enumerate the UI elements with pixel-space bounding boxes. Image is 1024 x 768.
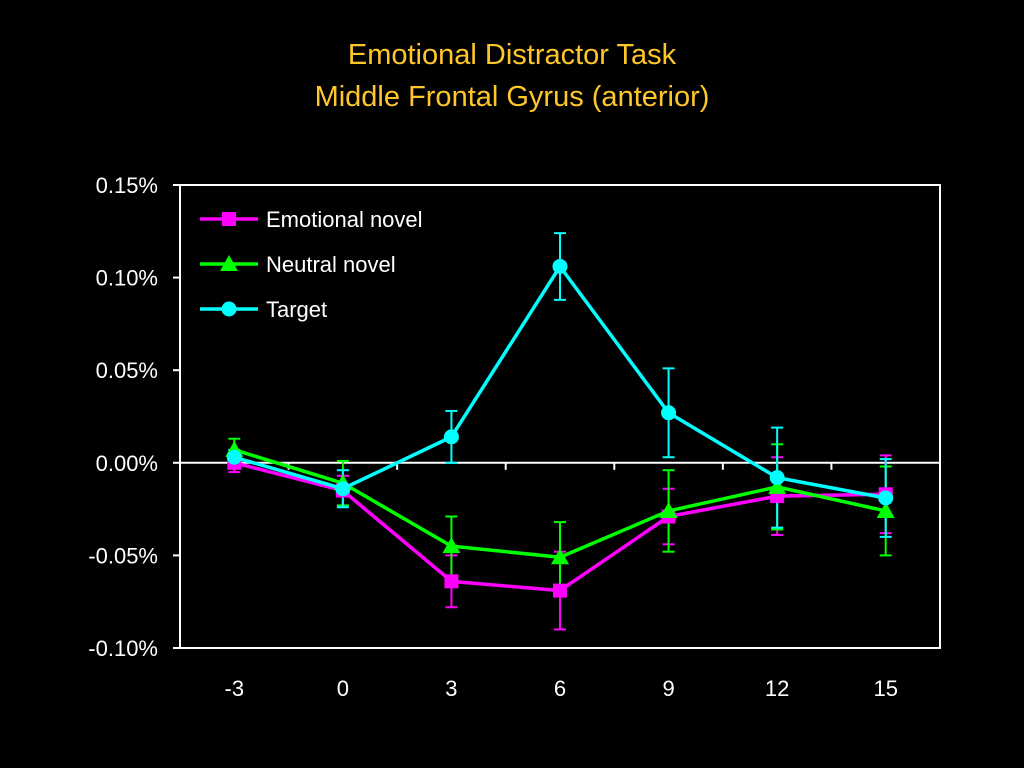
data-point-target [878, 490, 894, 506]
data-point-target [769, 470, 785, 486]
data-point-target [443, 429, 459, 445]
x-tick-label: 0 [337, 676, 349, 701]
data-point-target [552, 258, 568, 274]
data-point-neutral-novel [551, 548, 569, 565]
data-point-neutral-novel [442, 537, 461, 554]
y-tick-label: -0.05% [88, 543, 158, 568]
x-tick-label: 12 [765, 676, 789, 701]
legend-marker-target [221, 301, 237, 317]
data-point-neutral-novel [659, 501, 678, 518]
legend-label-neutral-novel: Neutral novel [266, 252, 396, 277]
data-point-emotional-novel [553, 583, 567, 598]
x-tick-label: -3 [225, 676, 245, 701]
axes: 0.15% 0.10% 0.05% 0.00% -0.05% -0.10% -3 0 3 6 9 12… [88, 173, 941, 701]
x-tick-label: 3 [445, 676, 457, 701]
data-point-target [335, 481, 351, 497]
chart-title-line-1: Emotional Distractor Task [347, 39, 677, 71]
y-tick-label: -0.10% [88, 636, 158, 661]
x-tick-label: 15 [873, 676, 897, 701]
data-point-target [661, 405, 677, 421]
y-tick-label: 0.10% [96, 266, 158, 291]
y-tick-label: 0.15% [96, 173, 158, 198]
data-point-target [226, 449, 242, 465]
data-point-neutral-novel [768, 477, 787, 494]
y-tick-label: 0.00% [96, 451, 158, 476]
legend-marker-emotional-novel [222, 212, 236, 226]
data-point-neutral-novel [876, 501, 895, 518]
legend-label-target: Target [266, 297, 327, 322]
data-point-emotional-novel [444, 574, 459, 589]
legend-label-emotional-novel: Emotional novel [266, 207, 423, 232]
legend: Emotional novel Neutral novel Target [200, 207, 423, 322]
series-lines [225, 258, 895, 598]
chart-title: Emotional Distractor Task Middle Frontal… [0, 34, 1024, 118]
legend-marker-neutral-novel [220, 255, 238, 271]
y-tick-label: 0.05% [96, 358, 158, 383]
x-tick-label: 9 [662, 676, 674, 701]
plot-area-frame [179, 184, 941, 649]
error-bars [228, 232, 892, 631]
x-tick-label: 6 [554, 676, 566, 701]
chart-title-line-2: Middle Frontal Gyrus (anterior) [314, 81, 710, 113]
